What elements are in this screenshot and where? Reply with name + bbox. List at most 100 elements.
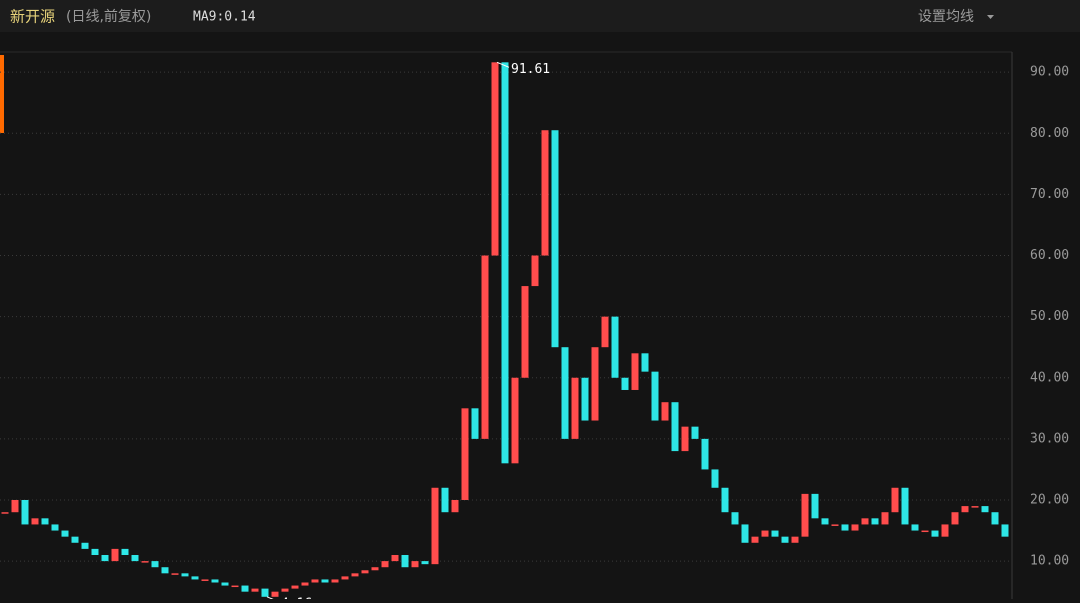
candle (701, 438, 709, 470)
candle (431, 487, 439, 565)
candle (111, 548, 119, 562)
candle (311, 579, 319, 583)
candle (821, 518, 829, 525)
candle (771, 530, 779, 537)
candle (661, 402, 669, 421)
candle (361, 570, 369, 574)
subtitle: (日线,前复权) (66, 8, 151, 25)
y-tick-label: 90.00 (1030, 65, 1069, 80)
candle (461, 408, 469, 500)
candle (601, 316, 609, 348)
candle (961, 506, 969, 513)
candle (641, 353, 649, 372)
candle (91, 548, 99, 555)
candle (161, 567, 169, 574)
candle (811, 493, 819, 519)
candle (791, 536, 799, 543)
annotation-arrow (496, 61, 510, 68)
candle (741, 524, 749, 543)
candle (521, 286, 529, 378)
candle (151, 561, 159, 568)
y-tick-label: 30.00 (1030, 431, 1069, 446)
menu[interactable]: 设置均线 (918, 9, 974, 25)
candle (351, 573, 359, 577)
candle (941, 524, 949, 537)
candle (21, 499, 29, 525)
candle (761, 530, 769, 537)
candle (381, 561, 389, 568)
candle (251, 588, 259, 592)
candle (911, 524, 919, 531)
candle (41, 518, 49, 525)
candle (491, 62, 499, 256)
candle (901, 487, 909, 525)
menu-arrow[interactable] (987, 15, 994, 19)
candle (401, 554, 409, 568)
candle (331, 579, 339, 583)
candle (271, 591, 279, 597)
candle (231, 585, 239, 588)
candle (801, 493, 809, 537)
candle (301, 582, 309, 586)
candle (171, 573, 179, 575)
candle (861, 518, 869, 525)
annotation-label: 91.61 (511, 62, 550, 77)
candle (671, 402, 679, 452)
candle (551, 130, 559, 348)
candle (1001, 524, 1009, 537)
candle (581, 377, 589, 421)
candle (291, 585, 299, 589)
candle (101, 554, 109, 562)
candle (321, 579, 329, 583)
candle (841, 524, 849, 531)
side-marker (0, 55, 4, 133)
candle (81, 542, 89, 549)
chart-title: 新开源 (10, 8, 55, 26)
candle (591, 347, 599, 421)
candle (931, 530, 939, 537)
candle (471, 408, 479, 439)
candle (211, 579, 219, 583)
candle (951, 512, 959, 525)
candle (991, 512, 999, 525)
candle (621, 377, 629, 390)
candle (411, 561, 419, 568)
candle (541, 130, 549, 256)
candle (481, 255, 489, 439)
candle (921, 530, 929, 533)
candle (341, 576, 349, 580)
candle (731, 512, 739, 525)
candle (11, 499, 19, 513)
candle (691, 426, 699, 439)
candle (891, 487, 899, 513)
candle (201, 579, 209, 581)
candle (131, 554, 139, 562)
candle (531, 255, 539, 287)
candle (631, 353, 639, 390)
candle (851, 524, 859, 531)
candle (681, 426, 689, 452)
y-tick-label: 10.00 (1030, 554, 1069, 569)
candle (971, 506, 979, 508)
candle (241, 585, 249, 592)
candle (221, 582, 229, 586)
y-tick-label: 20.00 (1030, 492, 1069, 507)
candle (751, 536, 759, 543)
candle (611, 316, 619, 378)
candle (881, 512, 889, 525)
y-tick-label: 50.00 (1030, 309, 1069, 324)
header (0, 0, 1080, 32)
candle (871, 518, 879, 525)
candle (651, 371, 659, 421)
candle (441, 487, 449, 513)
candle (141, 561, 149, 563)
y-tick-label: 70.00 (1030, 187, 1069, 202)
candle (721, 487, 729, 513)
y-tick-label: 40.00 (1030, 370, 1069, 385)
candle (511, 377, 519, 464)
candle (711, 469, 719, 488)
candle (261, 588, 269, 597)
